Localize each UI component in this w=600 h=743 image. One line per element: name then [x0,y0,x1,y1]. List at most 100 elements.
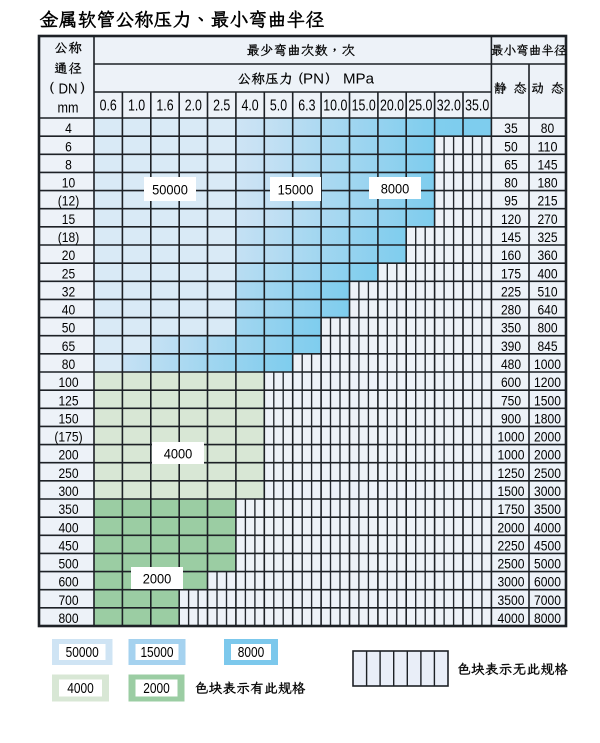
svg-text:2000: 2000 [143,571,172,586]
svg-text:2250: 2250 [498,538,525,554]
svg-text:10.0: 10.0 [323,98,347,115]
svg-text:40: 40 [62,303,75,319]
svg-text:2.5: 2.5 [213,98,230,115]
svg-text:mm: mm [58,99,79,116]
svg-text:845: 845 [537,339,557,355]
svg-text:50000: 50000 [66,645,99,661]
svg-text:480: 480 [501,357,521,373]
svg-text:600: 600 [58,575,78,591]
svg-text:80: 80 [62,357,75,373]
svg-text:8000: 8000 [534,611,561,627]
svg-text:7000: 7000 [534,593,561,609]
svg-text:25.0: 25.0 [408,98,432,115]
svg-text:360: 360 [537,248,557,264]
svg-text:15.0: 15.0 [352,98,376,115]
svg-text:5.0: 5.0 [270,98,287,115]
svg-text:4500: 4500 [534,538,561,554]
svg-text:500: 500 [58,557,78,573]
svg-text:32.0: 32.0 [437,98,461,115]
svg-text:145: 145 [501,230,521,246]
svg-text:270: 270 [537,212,557,228]
svg-text:640: 640 [537,303,557,319]
svg-text:800: 800 [537,321,557,337]
svg-text:0.6: 0.6 [100,98,117,115]
svg-text:1000: 1000 [534,357,561,373]
svg-text:1000: 1000 [498,448,525,464]
svg-text:1500: 1500 [498,484,525,500]
svg-text:800: 800 [58,611,78,627]
svg-text:4: 4 [65,121,72,137]
svg-text:150: 150 [58,411,78,427]
svg-text:10: 10 [62,176,75,192]
svg-text:120: 120 [501,212,521,228]
svg-text:4000: 4000 [164,446,193,461]
svg-text:50: 50 [504,139,517,155]
svg-text:15: 15 [62,212,75,228]
svg-text:4000: 4000 [498,611,525,627]
svg-text:1.0: 1.0 [128,98,145,115]
svg-text:2000: 2000 [143,681,170,697]
svg-text:2000: 2000 [534,448,561,464]
svg-text:400: 400 [58,520,78,536]
svg-text:20: 20 [62,248,75,264]
svg-text:3500: 3500 [534,502,561,518]
svg-text:400: 400 [537,266,557,282]
svg-text:35: 35 [504,121,517,137]
svg-text:80: 80 [541,121,554,137]
svg-text:15000: 15000 [278,182,314,197]
svg-text:35.0: 35.0 [465,98,489,115]
svg-text:3500: 3500 [498,593,525,609]
svg-text:3000: 3000 [534,484,561,500]
svg-text:4000: 4000 [534,520,561,536]
svg-text:160: 160 [501,248,521,264]
svg-text:MPa: MPa [343,71,375,88]
svg-text:110: 110 [537,139,557,155]
svg-text:8000: 8000 [381,181,410,196]
svg-text:225: 225 [501,284,521,300]
svg-text:175: 175 [501,266,521,282]
svg-text:250: 250 [58,466,78,482]
svg-text:1200: 1200 [534,375,561,391]
svg-text:1750: 1750 [498,502,525,518]
svg-text:145: 145 [537,157,557,173]
svg-text:450: 450 [58,538,78,554]
svg-text:350: 350 [58,502,78,518]
svg-text:15000: 15000 [140,645,173,661]
svg-text:2500: 2500 [498,557,525,573]
svg-text:80: 80 [504,176,517,192]
svg-text:6: 6 [65,139,72,155]
svg-text:8: 8 [65,157,72,173]
svg-text:1.6: 1.6 [156,98,173,115]
svg-text:1000: 1000 [498,430,525,446]
svg-text:180: 180 [537,176,557,192]
svg-text:2500: 2500 [534,466,561,482]
svg-text:5000: 5000 [534,557,561,573]
svg-text:200: 200 [58,448,78,464]
svg-text:20.0: 20.0 [380,98,404,115]
svg-text:2000: 2000 [498,520,525,536]
svg-text:95: 95 [504,194,517,210]
svg-text:2.0: 2.0 [185,98,202,115]
svg-text:215: 215 [537,194,557,210]
svg-text:600: 600 [501,375,521,391]
svg-text:25: 25 [62,266,75,282]
svg-text:350: 350 [501,321,521,337]
svg-text:65: 65 [504,157,517,173]
svg-text:DN: DN [59,80,78,97]
svg-text:390: 390 [501,339,521,355]
svg-text:8000: 8000 [238,645,265,661]
svg-text:(12): (12) [58,194,80,210]
svg-text:65: 65 [62,339,75,355]
svg-text:4.0: 4.0 [242,98,259,115]
svg-text:50: 50 [62,321,75,337]
svg-text:1500: 1500 [534,393,561,409]
svg-text:125: 125 [58,393,78,409]
svg-text:(18): (18) [58,230,80,246]
svg-text:700: 700 [58,593,78,609]
svg-text:32: 32 [62,284,75,300]
svg-text:750: 750 [501,393,521,409]
svg-text:PN: PN [303,71,324,88]
svg-text:325: 325 [537,230,557,246]
svg-text:1250: 1250 [498,466,525,482]
svg-text:4000: 4000 [67,681,94,697]
